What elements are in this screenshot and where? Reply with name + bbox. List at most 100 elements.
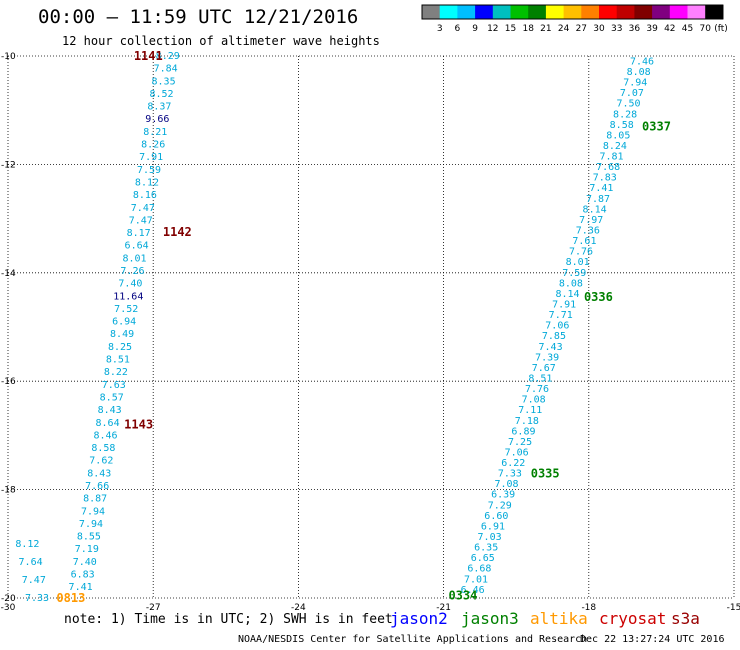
swh-value: 8.49: [110, 329, 134, 340]
colorbar-swatch: [616, 5, 635, 19]
swh-value: 8.26: [141, 140, 165, 151]
swh-value: 7.19: [75, 544, 99, 555]
swh-value: 7.03: [478, 532, 502, 543]
y-tick-label: -14: [1, 269, 16, 279]
swh-value: 7.52: [114, 304, 138, 315]
swh-value: 8.05: [606, 130, 630, 141]
swh-value: 7.64: [19, 557, 43, 568]
colorbar-label: 42: [664, 24, 675, 34]
swh-value: 6.46: [461, 585, 485, 596]
colorbar-swatch: [510, 5, 529, 19]
swh-value: 7.25: [508, 437, 532, 448]
colorbar-label: 3: [437, 24, 443, 34]
swh-value: 6.60: [484, 511, 508, 522]
swh-value: 8.37: [147, 102, 171, 113]
colorbar-label: 15: [505, 24, 516, 34]
colorbar-label: 30: [593, 24, 605, 34]
swh-value: 7.39: [535, 352, 559, 363]
colorbar-swatch: [457, 5, 476, 19]
grid-lines: [7, 55, 735, 599]
swh-value: 8.51: [106, 355, 130, 366]
swh-value: 8.64: [96, 418, 120, 429]
swh-value: 7.63: [102, 380, 126, 391]
swh-value: 8.12: [15, 539, 39, 550]
swh-value: 8.46: [93, 430, 117, 441]
swh-value: 8.43: [87, 468, 111, 479]
swh-value: 8.22: [104, 367, 128, 378]
pass-time-label: 1141: [134, 49, 163, 63]
swh-value: 6.68: [467, 564, 491, 575]
swh-value: 11.64: [113, 291, 143, 302]
timestamp: Dec 22 13:27:24 UTC 2016: [580, 634, 725, 645]
swh-value: 8.12: [135, 177, 159, 188]
swh-value: 7.40: [73, 557, 97, 568]
swh-value: 8.58: [610, 120, 634, 131]
pass-time-label: 0336: [584, 290, 613, 304]
swh-value: 8.25: [108, 342, 132, 353]
y-tick-label: -18: [1, 486, 16, 496]
legend-jason2: jason2: [390, 609, 448, 628]
y-tick-label: -10: [1, 52, 16, 62]
swh-value: 7.85: [542, 331, 566, 342]
swh-value: 8.29: [156, 51, 180, 62]
swh-value: 7.94: [623, 78, 647, 89]
colorbar-swatch: [545, 5, 565, 19]
colorbar-swatch: [581, 5, 600, 19]
swh-value: 7.68: [596, 162, 620, 173]
swh-value: 7.62: [89, 456, 113, 467]
colorbar-unit: (ft): [714, 24, 728, 34]
swh-value: 7.01: [464, 574, 488, 585]
swh-value: 7.06: [505, 447, 529, 458]
swh-value: 7.29: [488, 500, 512, 511]
swh-value: 7.41: [69, 582, 93, 593]
legend-cryosat: cryosat: [599, 609, 667, 628]
swh-value: 7.66: [85, 481, 109, 492]
swh-value: 7.08: [494, 479, 518, 490]
pass-time-label: 0334: [448, 588, 477, 602]
colorbar-label: 24: [558, 24, 570, 34]
swh-value: 7.84: [154, 64, 178, 75]
y-tick-label: -12: [1, 160, 16, 170]
swh-value: 7.46: [630, 56, 654, 67]
swh-value: 7.47: [22, 575, 46, 586]
swh-value: 6.64: [125, 241, 149, 252]
swh-value: 7.41: [589, 183, 613, 194]
colorbar-label: 9: [472, 24, 478, 34]
swh-value: 6.39: [491, 490, 515, 501]
swh-value: 7.71: [549, 310, 573, 321]
swh-value: 7.91: [139, 152, 163, 163]
swh-value: 8.35: [152, 76, 176, 87]
swh-value: 7.81: [600, 152, 624, 163]
colorbar-swatch: [705, 5, 724, 19]
swh-value: 7.18: [515, 416, 539, 427]
pass-labels: 1141 1142 1143 0813 0337 0336 0335 0334: [56, 49, 671, 605]
colorbar-swatch: [634, 5, 653, 19]
colorbar-label: 6: [455, 24, 461, 34]
colorbar-label: 36: [629, 24, 641, 34]
swh-value: 8.21: [143, 127, 167, 138]
swh-value: 8.14: [555, 289, 579, 300]
colorbar-swatch: [687, 5, 706, 19]
swh-value: 7.59: [137, 165, 161, 176]
swh-value: 8.55: [77, 532, 101, 543]
colorbar-label: 70: [699, 24, 711, 34]
colorbar-swatch: [475, 5, 494, 19]
legend-s3a: s3a: [671, 609, 700, 628]
swh-value: 7.50: [616, 99, 640, 110]
swh-value: 6.35: [474, 543, 498, 554]
colorbar-swatch: [422, 5, 441, 19]
swh-value: 7.33: [498, 469, 522, 480]
footer-note: note: 1) Time is in UTC; 2) SWH is in fe…: [64, 612, 393, 627]
y-tick-label: -20: [1, 594, 16, 604]
swh-value: 6.22: [501, 458, 525, 469]
swh-value: 8.17: [127, 228, 151, 239]
swh-value: 8.24: [603, 141, 627, 152]
swh-value: 8.08: [627, 67, 651, 78]
swh-value: 7.76: [569, 247, 593, 258]
swh-value: 6.89: [511, 426, 535, 437]
swh-value: 7.87: [586, 194, 610, 205]
colorbar-swatch: [652, 5, 671, 19]
pass-time-label: 0335: [531, 466, 560, 480]
x-tick-label: -15: [727, 603, 740, 613]
